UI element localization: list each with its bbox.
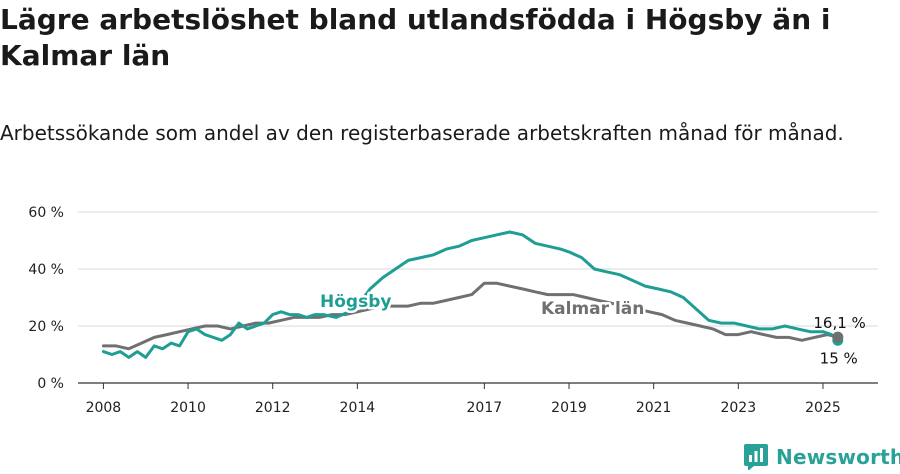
x-tick-label: 2025 [805,400,841,416]
end-label-hogsby: 15 % [820,349,858,367]
y-tick-label: 40 % [28,262,64,278]
x-tick-label: 2019 [551,400,587,416]
y-tick-label: 60 % [28,205,64,221]
series-label-hogsby: Högsby [320,292,391,312]
y-tick-label: 0 % [37,376,64,392]
brand: Newsworthy [744,442,900,472]
series-line-kalmar [101,281,840,351]
axes: 0 % 20 % 40 % 60 % 2008 2010 2012 2014 2017 2019 2… [28,205,878,416]
series-lines [101,230,844,359]
newsworthy-logo-icon [744,444,768,470]
series-line-hogsby [101,230,840,359]
chart-subtitle: Arbetssökande som andel av den registerb… [0,121,844,145]
x-tick-label: 2010 [170,400,206,416]
grid-lines [78,211,878,327]
chart-title: Lägre arbetslöshet bland utlandsfödda i … [0,3,831,72]
brand-name: Newsworthy [776,445,900,469]
x-tick-label: 2021 [636,400,672,416]
x-tick-label: 2023 [720,400,756,416]
x-tick-label: 2014 [340,400,376,416]
x-tick-label: 2012 [255,400,291,416]
x-tick-label: 2008 [86,400,122,416]
chart-labels: Högsby Kalmar län 16,1 % 15 % [318,290,866,368]
end-label-kalmar: 16,1 % [813,314,865,332]
series-label-kalmar: Kalmar län [541,299,644,319]
y-tick-label: 20 % [28,319,64,335]
endpoint-marker-kalmar [832,331,844,343]
x-tick-label: 2017 [467,400,503,416]
